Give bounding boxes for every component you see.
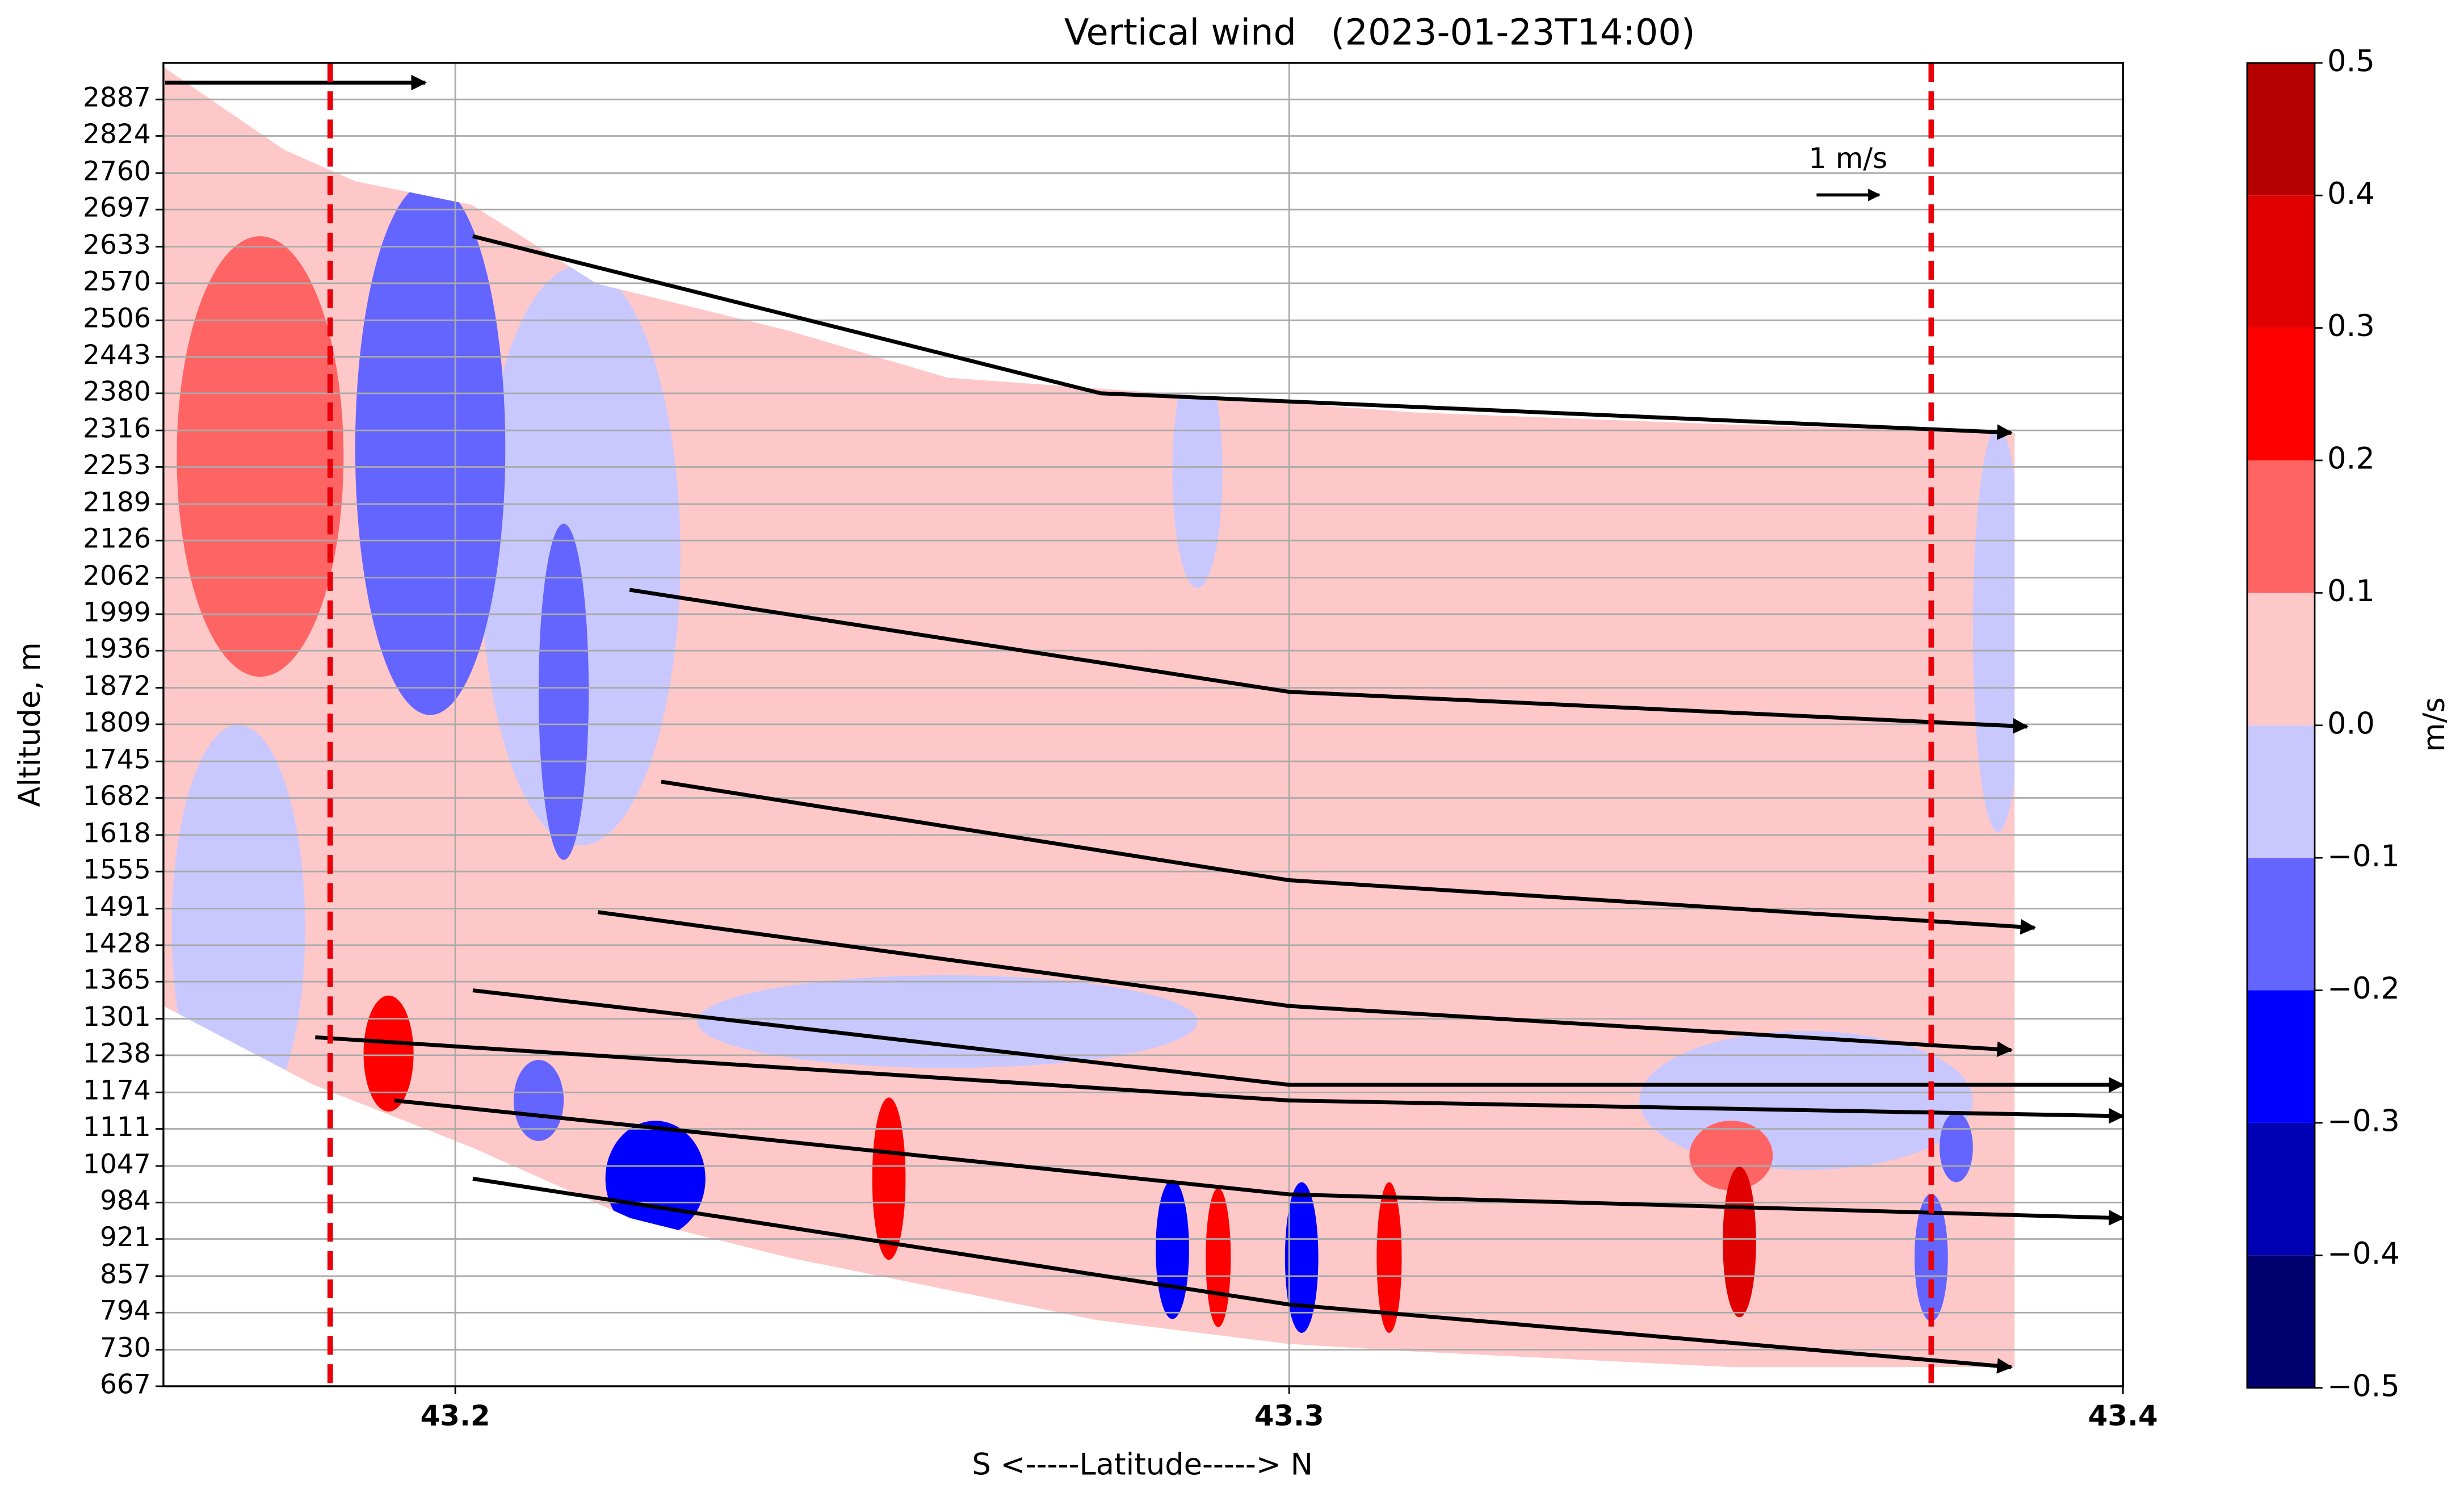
colorbar-tick-label: 0.5 bbox=[2327, 44, 2375, 78]
wind-streak bbox=[597, 910, 2013, 1057]
contour-region bbox=[1376, 1182, 1402, 1333]
contour-region bbox=[355, 182, 506, 715]
y-tick-label: 2062 bbox=[83, 560, 151, 592]
contour-region bbox=[1940, 1112, 1973, 1182]
y-tick-label: 2443 bbox=[83, 339, 151, 371]
y-axis-label: Altitude, m bbox=[12, 642, 47, 807]
contour-region bbox=[1723, 1166, 1756, 1318]
colorbar-band bbox=[2247, 460, 2315, 593]
x-axis-label: S <-----Latitude-----> N bbox=[972, 1448, 1313, 1482]
contour-region bbox=[1639, 1030, 1973, 1171]
y-tick-label: 794 bbox=[100, 1295, 151, 1327]
y-tick-label: 984 bbox=[100, 1185, 151, 1217]
contour-region bbox=[1206, 1188, 1231, 1327]
y-tick-label: 667 bbox=[100, 1369, 151, 1400]
y-tick-label: 2887 bbox=[83, 82, 151, 114]
y-tick-label: 1809 bbox=[83, 707, 151, 738]
wind-streak bbox=[472, 988, 2125, 1093]
chart-title: Vertical wind (2023-01-23T14:00) bbox=[1064, 12, 1695, 54]
colorbar-tick-label: 0.2 bbox=[2327, 442, 2375, 476]
y-tick-label: 1491 bbox=[83, 891, 151, 922]
y-tick-label: 1618 bbox=[83, 817, 151, 849]
colorbar-band bbox=[2247, 990, 2315, 1123]
contour-regions bbox=[171, 182, 2015, 1333]
y-tick-label: 1111 bbox=[83, 1112, 151, 1143]
y-tick-label: 2126 bbox=[83, 523, 151, 555]
x-tick-label: 43.2 bbox=[421, 1399, 490, 1432]
contour-region bbox=[1689, 1121, 1773, 1190]
colorbar-tick-label: 0.3 bbox=[2327, 309, 2375, 343]
colorbar-tick-label: −0.3 bbox=[2327, 1104, 2400, 1139]
wind-streak bbox=[661, 779, 2037, 935]
contour-region bbox=[1285, 1182, 1319, 1333]
contour-region bbox=[872, 1097, 906, 1260]
y-tick-label: 921 bbox=[100, 1222, 151, 1253]
contour-region bbox=[1156, 1180, 1189, 1319]
colorbar-tick-label: −0.5 bbox=[2327, 1369, 2400, 1403]
colorbar-band bbox=[2247, 1122, 2315, 1256]
contour-region bbox=[171, 724, 305, 1131]
y-tick-label: 1301 bbox=[83, 1001, 151, 1033]
colorbar-label: m/s bbox=[2417, 697, 2452, 752]
y-tick-label: 1682 bbox=[83, 781, 151, 812]
y-tick-label: 1238 bbox=[83, 1038, 151, 1069]
y-tick-label: 2380 bbox=[83, 376, 151, 407]
y-tick-label: 1428 bbox=[83, 928, 151, 959]
colorbar-band bbox=[2247, 328, 2315, 460]
y-tick-label: 857 bbox=[100, 1259, 151, 1290]
y-tick-label: 2633 bbox=[83, 229, 151, 261]
contour-region bbox=[363, 995, 414, 1112]
wind-streak bbox=[472, 234, 2013, 441]
colorbar-band bbox=[2247, 1255, 2315, 1388]
y-tick-label: 2506 bbox=[83, 303, 151, 334]
contour-region bbox=[480, 266, 681, 846]
wind-streak bbox=[629, 588, 2029, 734]
colorbar-band bbox=[2247, 62, 2315, 196]
scale-arrow-label: 1 m/s bbox=[1808, 142, 1887, 175]
colorbar-band bbox=[2247, 593, 2315, 726]
y-tick-label: 2253 bbox=[83, 450, 151, 481]
y-tick-label: 2697 bbox=[83, 192, 151, 224]
colorbar-band bbox=[2247, 725, 2315, 858]
colorbar-band bbox=[2247, 858, 2315, 991]
y-tick-label: 2570 bbox=[83, 266, 151, 297]
contour-region bbox=[697, 975, 1198, 1068]
y-tick-label: 1365 bbox=[83, 965, 151, 996]
contour-region bbox=[605, 1121, 706, 1237]
wind-streak bbox=[394, 1098, 2125, 1226]
y-tick-label: 1555 bbox=[83, 854, 151, 886]
y-tick-label: 2824 bbox=[83, 119, 151, 150]
colorbar-tick-label: 0.1 bbox=[2327, 574, 2375, 609]
y-tick-label: 2316 bbox=[83, 413, 151, 445]
colorbar-tick-label: −0.2 bbox=[2327, 971, 2400, 1006]
x-tick-label: 43.4 bbox=[2088, 1399, 2158, 1432]
y-tick-label: 1174 bbox=[83, 1075, 151, 1106]
colorbar-tick-label: −0.4 bbox=[2327, 1236, 2400, 1271]
contour-region bbox=[1172, 356, 1223, 588]
y-tick-label: 1936 bbox=[83, 634, 151, 665]
contour-region bbox=[513, 1060, 564, 1141]
y-tick-label: 730 bbox=[100, 1332, 151, 1364]
y-tick-label: 1999 bbox=[83, 597, 151, 628]
colorbar-tick-label: −0.1 bbox=[2327, 839, 2400, 874]
contour-region bbox=[539, 523, 589, 860]
colorbar-band bbox=[2247, 195, 2315, 328]
y-tick-label: 1047 bbox=[83, 1148, 151, 1180]
y-tick-label: 1872 bbox=[83, 670, 151, 702]
contour-region bbox=[177, 236, 344, 677]
contour-region bbox=[1972, 426, 2015, 832]
colorbar-tick-label: 0.4 bbox=[2327, 177, 2375, 211]
y-tick-label: 2189 bbox=[83, 487, 151, 518]
wind-streak bbox=[315, 1035, 2125, 1124]
y-tick-label: 2760 bbox=[83, 156, 151, 187]
colorbar-tick-label: 0.0 bbox=[2327, 706, 2375, 741]
y-tick-label: 1745 bbox=[83, 744, 151, 775]
wind-streak bbox=[472, 1176, 2013, 1374]
x-tick-label: 43.3 bbox=[1254, 1399, 1324, 1432]
